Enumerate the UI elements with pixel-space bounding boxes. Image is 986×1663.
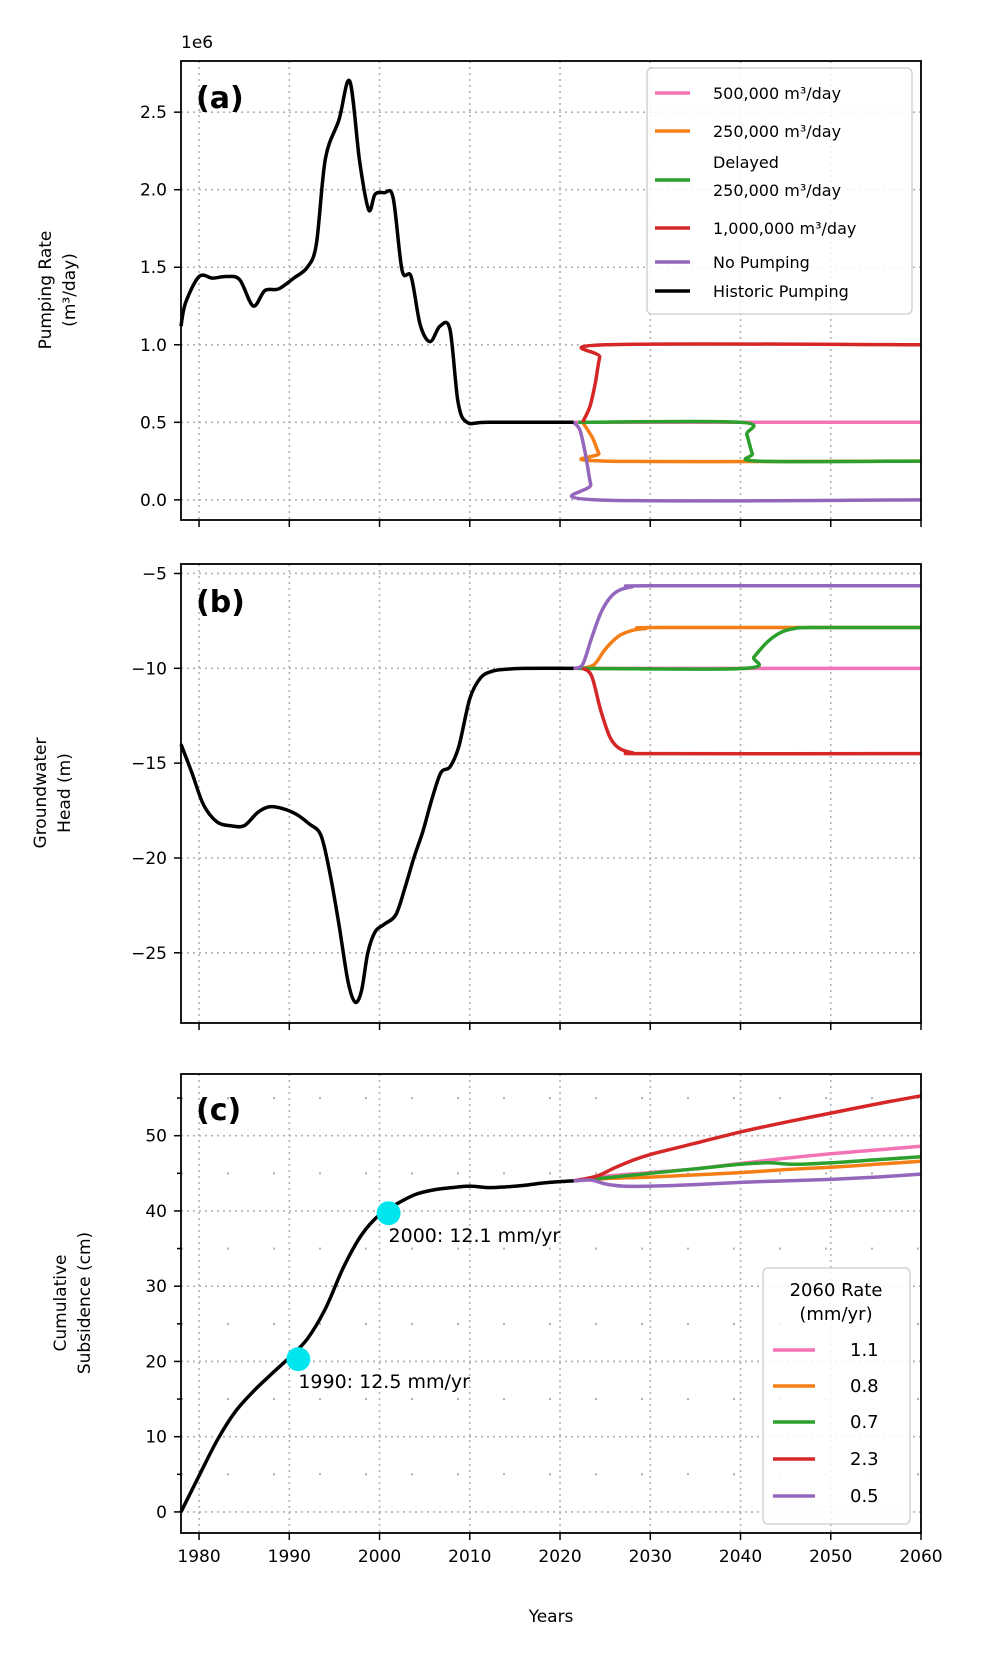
y-tick-label: 0.5 (140, 413, 167, 433)
y-axis-label-a-line2: (m³/day) (60, 253, 80, 327)
x-tick-label: 2000 (358, 1547, 401, 1567)
y-tick-label: −10 (131, 659, 167, 679)
x-axis-label: Years (528, 1607, 574, 1627)
series-line-red (581, 666, 922, 756)
legend-label-historic: Historic Pumping (713, 282, 849, 301)
legend-label-no-pumping: No Pumping (713, 253, 810, 272)
x-tick-label: 2050 (809, 1547, 852, 1567)
y-tick-label: 40 (145, 1202, 167, 1222)
panel-label-b: (b) (196, 585, 245, 620)
series-line-black (179, 78, 574, 426)
series-line-purple (572, 583, 922, 671)
panel-label-a: (a) (196, 81, 244, 116)
y-tick-label: 0 (156, 1503, 167, 1523)
legend-a: 500,000 m³/day 250,000 m³/day Delayed 25… (646, 67, 913, 315)
y-tick-label: −5 (142, 564, 167, 584)
y-tick-label: 0.0 (140, 491, 167, 511)
highlight-point (376, 1201, 401, 1226)
x-tick-label: 2010 (448, 1547, 491, 1567)
offset-text: 1e6 (181, 33, 213, 53)
x-tick-label: 1980 (177, 1547, 220, 1567)
y-tick-label: 2.0 (140, 181, 167, 201)
legend-label-1-1: 1.1 (850, 1340, 879, 1361)
x-tick-label: 2040 (719, 1547, 762, 1567)
panel-a: 0.00.51.01.52.02.5 1e6 (a) Pumping Rate … (36, 33, 922, 527)
y-tick-label: 30 (145, 1277, 167, 1297)
legend-label-500k: 500,000 m³/day (713, 84, 841, 103)
plot-frame-c (180, 1073, 922, 1534)
x-tick-label: 2030 (629, 1547, 672, 1567)
legend-label-1m: 1,000,000 m³/day (713, 219, 856, 238)
y-axis-label-b-line2: Head (m) (55, 753, 75, 833)
x-tick-label: 2060 (899, 1547, 942, 1567)
y-tick-label: 50 (145, 1127, 167, 1147)
y-tick-label: 10 (145, 1428, 167, 1448)
series-line-green (578, 419, 922, 464)
series-line-green (578, 625, 922, 671)
legend-label-2-3: 2.3 (850, 1449, 879, 1470)
y-axis-label-b-line1: Groundwater (31, 738, 51, 849)
legend-label-0-7: 0.7 (850, 1412, 879, 1433)
legend-title-c-line2: (mm/yr) (799, 1304, 872, 1325)
y-tick-label: 20 (145, 1352, 167, 1372)
panel-label-c: (c) (196, 1093, 241, 1128)
legend-label-0-5: 0.5 (850, 1486, 879, 1507)
series-line-black (179, 666, 574, 1005)
y-axis-label-c-line1: Cumulative (51, 1254, 71, 1351)
panel-b: −25 −20 −15 −10 −5 (b) Groundwater Head (m) (31, 563, 922, 1030)
series-line-red (573, 1094, 922, 1183)
plot-frame-a (180, 60, 922, 521)
legend-label-0-8: 0.8 (850, 1376, 879, 1397)
y-tick-label: 2.5 (140, 103, 167, 123)
highlight-point (286, 1347, 311, 1372)
legend-label-delayed-line2: 250,000 m³/day (713, 181, 841, 200)
legend-c: 2060 Rate (mm/yr) 1.1 0.8 0.7 2.3 0.5 (762, 1267, 911, 1525)
legend-label-250k: 250,000 m³/day (713, 122, 841, 141)
series-line-orange (582, 625, 922, 671)
y-tick-label: −20 (131, 849, 167, 869)
x-tick-label: 1990 (268, 1547, 311, 1567)
legend-label-delayed-line1: Delayed (713, 153, 779, 172)
legend-title-c-line1: 2060 Rate (790, 1280, 883, 1301)
y-tick-label: 1.0 (140, 336, 167, 356)
annotation-1990: 1990: 12.5 mm/yr (298, 1371, 470, 1393)
y-axis-label-c-line2: Subsidence (cm) (75, 1232, 95, 1374)
y-tick-label: −25 (131, 944, 167, 964)
series-line-purple (569, 421, 922, 503)
series-line-red (579, 342, 922, 424)
y-tick-label: 1.5 (140, 258, 167, 278)
y-axis-label-a-line1: Pumping Rate (36, 231, 56, 350)
series-line-purple (573, 1172, 922, 1189)
series-line-green (573, 1155, 922, 1183)
plot-frame-b (180, 563, 922, 1024)
panel-c: 1980 1990 2000 2010 2020 2030 2040 2050 20600102… (51, 1073, 943, 1627)
annotation-2000: 2000: 12.1 mm/yr (389, 1225, 561, 1247)
y-tick-label: −15 (131, 754, 167, 774)
x-tick-label: 2020 (538, 1547, 581, 1567)
